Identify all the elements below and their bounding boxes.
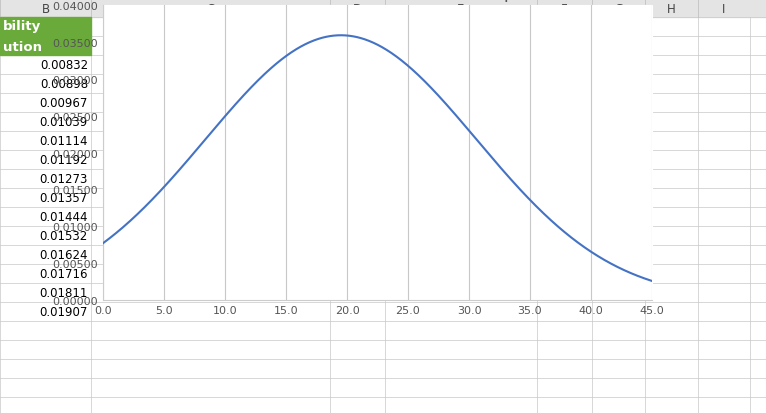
Text: 0.01357: 0.01357 <box>40 192 88 204</box>
Bar <box>0 0 766 18</box>
Title: Standard Deviation or Bell Graph: Standard Deviation or Bell Graph <box>228 0 527 2</box>
Text: 0.01114: 0.01114 <box>40 135 88 147</box>
Text: bility: bility <box>3 20 41 33</box>
Text: I: I <box>722 2 725 15</box>
Text: Standard: Standard <box>388 20 457 33</box>
Text: 0.01716: 0.01716 <box>40 267 88 280</box>
Text: 0.01273: 0.01273 <box>40 173 88 185</box>
Text: ution: ution <box>3 41 42 54</box>
Bar <box>330 18 385 56</box>
Text: 0.01624: 0.01624 <box>40 248 88 261</box>
Text: D: D <box>353 2 362 15</box>
Text: 0.00898: 0.00898 <box>40 78 88 91</box>
Text: 19.5: 19.5 <box>356 59 382 72</box>
Text: 0.01444: 0.01444 <box>40 211 88 223</box>
Text: 11.11305539: 11.11305539 <box>456 59 534 72</box>
Text: B: B <box>41 2 50 15</box>
Text: 0.01907: 0.01907 <box>40 305 88 318</box>
Text: 0.01532: 0.01532 <box>40 230 88 242</box>
Bar <box>103 6 652 300</box>
Bar <box>385 18 537 56</box>
Text: 0.01039: 0.01039 <box>40 116 88 129</box>
Text: H: H <box>667 2 676 15</box>
Text: 0.01192: 0.01192 <box>40 154 88 166</box>
Text: C: C <box>206 2 214 15</box>
Bar <box>330 18 537 75</box>
Text: G: G <box>614 2 623 15</box>
Text: Daviation: Daviation <box>388 41 460 54</box>
Text: F: F <box>561 2 568 15</box>
Text: E: E <box>457 2 465 15</box>
Text: 0.00967: 0.00967 <box>40 97 88 110</box>
Text: Mean: Mean <box>342 41 382 54</box>
Text: 0.00832: 0.00832 <box>40 59 88 72</box>
Text: 0.01811: 0.01811 <box>40 286 88 299</box>
Bar <box>0 18 91 56</box>
